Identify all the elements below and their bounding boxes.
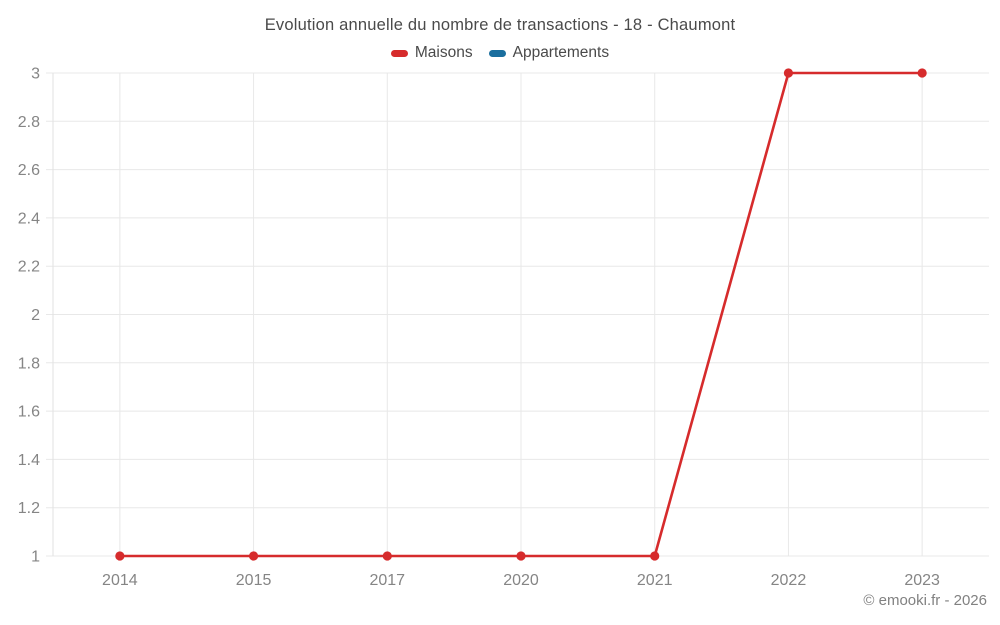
maisons-series-swatch-icon [390, 49, 408, 57]
appartements-series-swatch-icon [488, 49, 506, 57]
data-point-maisons-2020[interactable] [516, 551, 526, 561]
legend-label-maisons: Maisons [414, 44, 473, 61]
y-tick-label: 3 [31, 66, 40, 83]
data-point-maisons-2022[interactable] [783, 68, 794, 78]
data-point-maisons-2021[interactable] [650, 551, 660, 561]
y-tick-label: 2.6 [18, 162, 40, 179]
x-tick-label: 2017 [369, 572, 405, 589]
legend-label-appartements: Appartements [512, 44, 610, 61]
x-tick-label: 2021 [637, 572, 673, 589]
x-tick-label: 2023 [904, 572, 940, 589]
y-tick-label: 1.2 [18, 500, 40, 517]
y-tick-label: 1.6 [18, 404, 40, 421]
x-tick-label: 2015 [236, 572, 272, 589]
data-point-maisons-2014[interactable] [115, 551, 125, 561]
x-tick-label: 2022 [771, 572, 807, 589]
y-tick-label: 1.8 [18, 355, 40, 372]
data-point-maisons-2017[interactable] [382, 551, 392, 561]
legend-item-appartements[interactable]: Appartements [488, 44, 610, 62]
y-tick-label: 2.4 [18, 210, 40, 227]
legend: Maisons Appartements [0, 44, 1000, 62]
x-tick-label: 2014 [102, 572, 138, 589]
data-point-maisons-2015[interactable] [248, 551, 259, 561]
x-tick-label: 2020 [503, 572, 539, 589]
y-tick-label: 2.8 [18, 114, 40, 131]
chart-title: Evolution annuelle du nombre de transact… [264, 16, 736, 34]
legend-item-maisons[interactable]: Maisons [390, 44, 473, 62]
data-point-maisons-2023[interactable] [917, 68, 927, 78]
copyright-watermark: © emooki.fr - 2026 [863, 592, 987, 609]
y-tick-label: 2.2 [18, 259, 40, 276]
y-tick-label: 1 [31, 549, 40, 566]
y-tick-label: 1.4 [18, 452, 40, 469]
y-tick-label: 2 [31, 307, 40, 324]
